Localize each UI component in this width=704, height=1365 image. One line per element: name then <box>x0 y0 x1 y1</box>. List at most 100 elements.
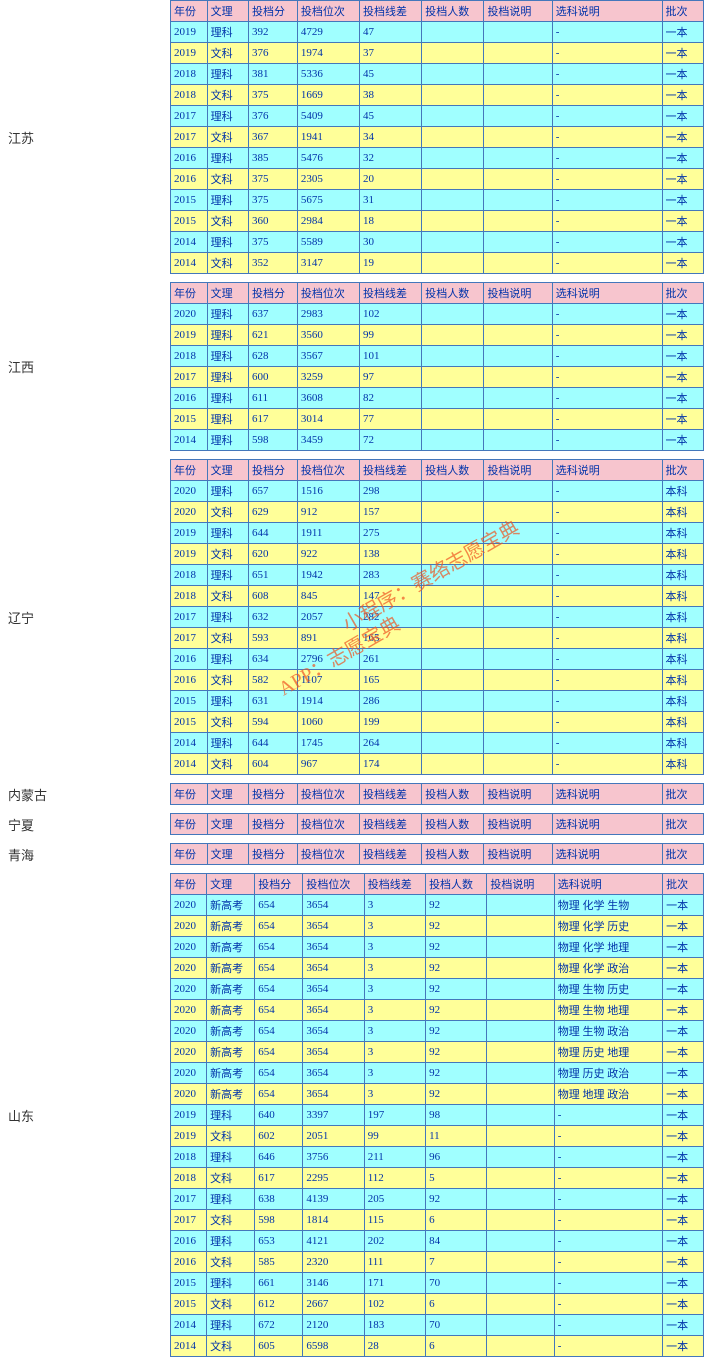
data-cell: 文科 <box>207 712 248 733</box>
data-cell: 文科 <box>207 211 248 232</box>
data-cell: 理科 <box>207 106 248 127</box>
data-cell: 593 <box>249 628 298 649</box>
table-row: 2020新高考6543654392物理 历史 政治一本 <box>171 1063 704 1084</box>
data-cell: 654 <box>255 1000 303 1021</box>
data-cell <box>422 691 484 712</box>
data-cell: 3 <box>364 1000 425 1021</box>
header-cell: 选科说明 <box>552 844 662 865</box>
data-cell: 物理 化学 历史 <box>554 916 662 937</box>
header-cell: 投档说明 <box>484 784 552 805</box>
data-cell: 3 <box>364 916 425 937</box>
data-cell: 654 <box>255 1084 303 1105</box>
data-cell: 本科 <box>662 481 704 502</box>
data-cell: 一本 <box>663 916 704 937</box>
table-row: 2017文科593891165-本科 <box>171 628 704 649</box>
data-cell: 理科 <box>207 1273 255 1294</box>
data-cell: 2018 <box>171 1168 207 1189</box>
data-cell: 理科 <box>207 346 248 367</box>
data-cell: 392 <box>249 22 298 43</box>
data-cell: 一本 <box>662 367 704 388</box>
data-cell: 97 <box>360 367 422 388</box>
data-cell: 2014 <box>171 1336 207 1357</box>
data-cell: 一本 <box>663 1189 704 1210</box>
data-cell <box>422 565 484 586</box>
data-cell: 45 <box>360 64 422 85</box>
data-cell: 3654 <box>303 1042 364 1063</box>
data-cell: 新高考 <box>207 895 255 916</box>
data-cell: 本科 <box>662 544 704 565</box>
table-header-row: 年份文理投档分投档位次投档线差投档人数投档说明选科说明批次 <box>171 784 704 805</box>
data-cell: 3608 <box>297 388 359 409</box>
data-cell <box>487 937 554 958</box>
data-cell: 70 <box>426 1315 487 1336</box>
header-cell: 投档说明 <box>487 874 554 895</box>
data-cell: 98 <box>426 1105 487 1126</box>
table-row: 2016文科5821107165-本科 <box>171 670 704 691</box>
data-cell: 661 <box>255 1273 303 1294</box>
data-cell: 381 <box>249 64 298 85</box>
header-cell: 批次 <box>662 784 704 805</box>
data-cell <box>484 127 552 148</box>
data-cell: 一本 <box>663 937 704 958</box>
data-cell: 644 <box>249 523 298 544</box>
data-cell: 631 <box>249 691 298 712</box>
data-cell: 一本 <box>663 1252 704 1273</box>
header-cell: 投档位次 <box>297 784 359 805</box>
table-row: 2019理科640339719798-一本 <box>171 1105 704 1126</box>
data-cell: - <box>552 481 662 502</box>
data-cell: 一本 <box>663 1042 704 1063</box>
data-cell <box>484 148 552 169</box>
data-cell: - <box>552 325 662 346</box>
data-cell: 1914 <box>297 691 359 712</box>
header-cell: 批次 <box>662 1 704 22</box>
data-cell: 物理 地理 政治 <box>554 1084 662 1105</box>
data-cell: 3146 <box>303 1273 364 1294</box>
data-cell: 一本 <box>663 1315 704 1336</box>
data-cell: 一本 <box>662 148 704 169</box>
admission-table: 年份文理投档分投档位次投档线差投档人数投档说明选科说明批次 <box>170 813 704 835</box>
data-cell: 物理 历史 政治 <box>554 1063 662 1084</box>
data-cell: 2015 <box>171 190 208 211</box>
data-cell: - <box>552 733 662 754</box>
data-cell: 2057 <box>297 607 359 628</box>
data-cell: - <box>554 1126 662 1147</box>
data-cell: - <box>552 22 662 43</box>
data-cell: - <box>552 253 662 274</box>
data-cell: 298 <box>360 481 422 502</box>
table-row: 2014文科6056598286-一本 <box>171 1336 704 1357</box>
data-cell: 文科 <box>207 502 248 523</box>
data-cell: 92 <box>426 1000 487 1021</box>
data-cell: 2016 <box>171 148 208 169</box>
table-row: 2017文科367194134-一本 <box>171 127 704 148</box>
data-cell: 654 <box>255 937 303 958</box>
table-row: 2015文科360298418-一本 <box>171 211 704 232</box>
data-cell: 2018 <box>171 565 208 586</box>
data-cell: 文科 <box>207 85 248 106</box>
data-cell <box>484 85 552 106</box>
data-cell: - <box>552 754 662 775</box>
header-cell: 投档分 <box>249 283 298 304</box>
data-cell: 本科 <box>662 523 704 544</box>
data-cell: 1814 <box>303 1210 364 1231</box>
data-cell <box>487 1252 554 1273</box>
data-cell: 2015 <box>171 1294 207 1315</box>
data-cell: 一本 <box>662 346 704 367</box>
data-cell <box>487 1231 554 1252</box>
table-row: 2020新高考6543654392物理 生物 地理一本 <box>171 1000 704 1021</box>
table-row: 2017理科6322057282-本科 <box>171 607 704 628</box>
header-cell: 投档人数 <box>422 283 484 304</box>
data-cell: 2020 <box>171 1021 207 1042</box>
data-cell: 文科 <box>207 1336 255 1357</box>
data-cell: 2014 <box>171 253 208 274</box>
data-cell: - <box>552 106 662 127</box>
data-cell: 2019 <box>171 1126 207 1147</box>
data-cell: 654 <box>255 1021 303 1042</box>
header-cell: 投档分 <box>249 784 298 805</box>
data-cell <box>422 346 484 367</box>
data-cell: 文科 <box>207 1252 255 1273</box>
data-cell: 2018 <box>171 1147 207 1168</box>
data-cell: 3654 <box>303 1084 364 1105</box>
data-cell: - <box>552 346 662 367</box>
data-cell <box>422 106 484 127</box>
data-cell: 82 <box>360 388 422 409</box>
